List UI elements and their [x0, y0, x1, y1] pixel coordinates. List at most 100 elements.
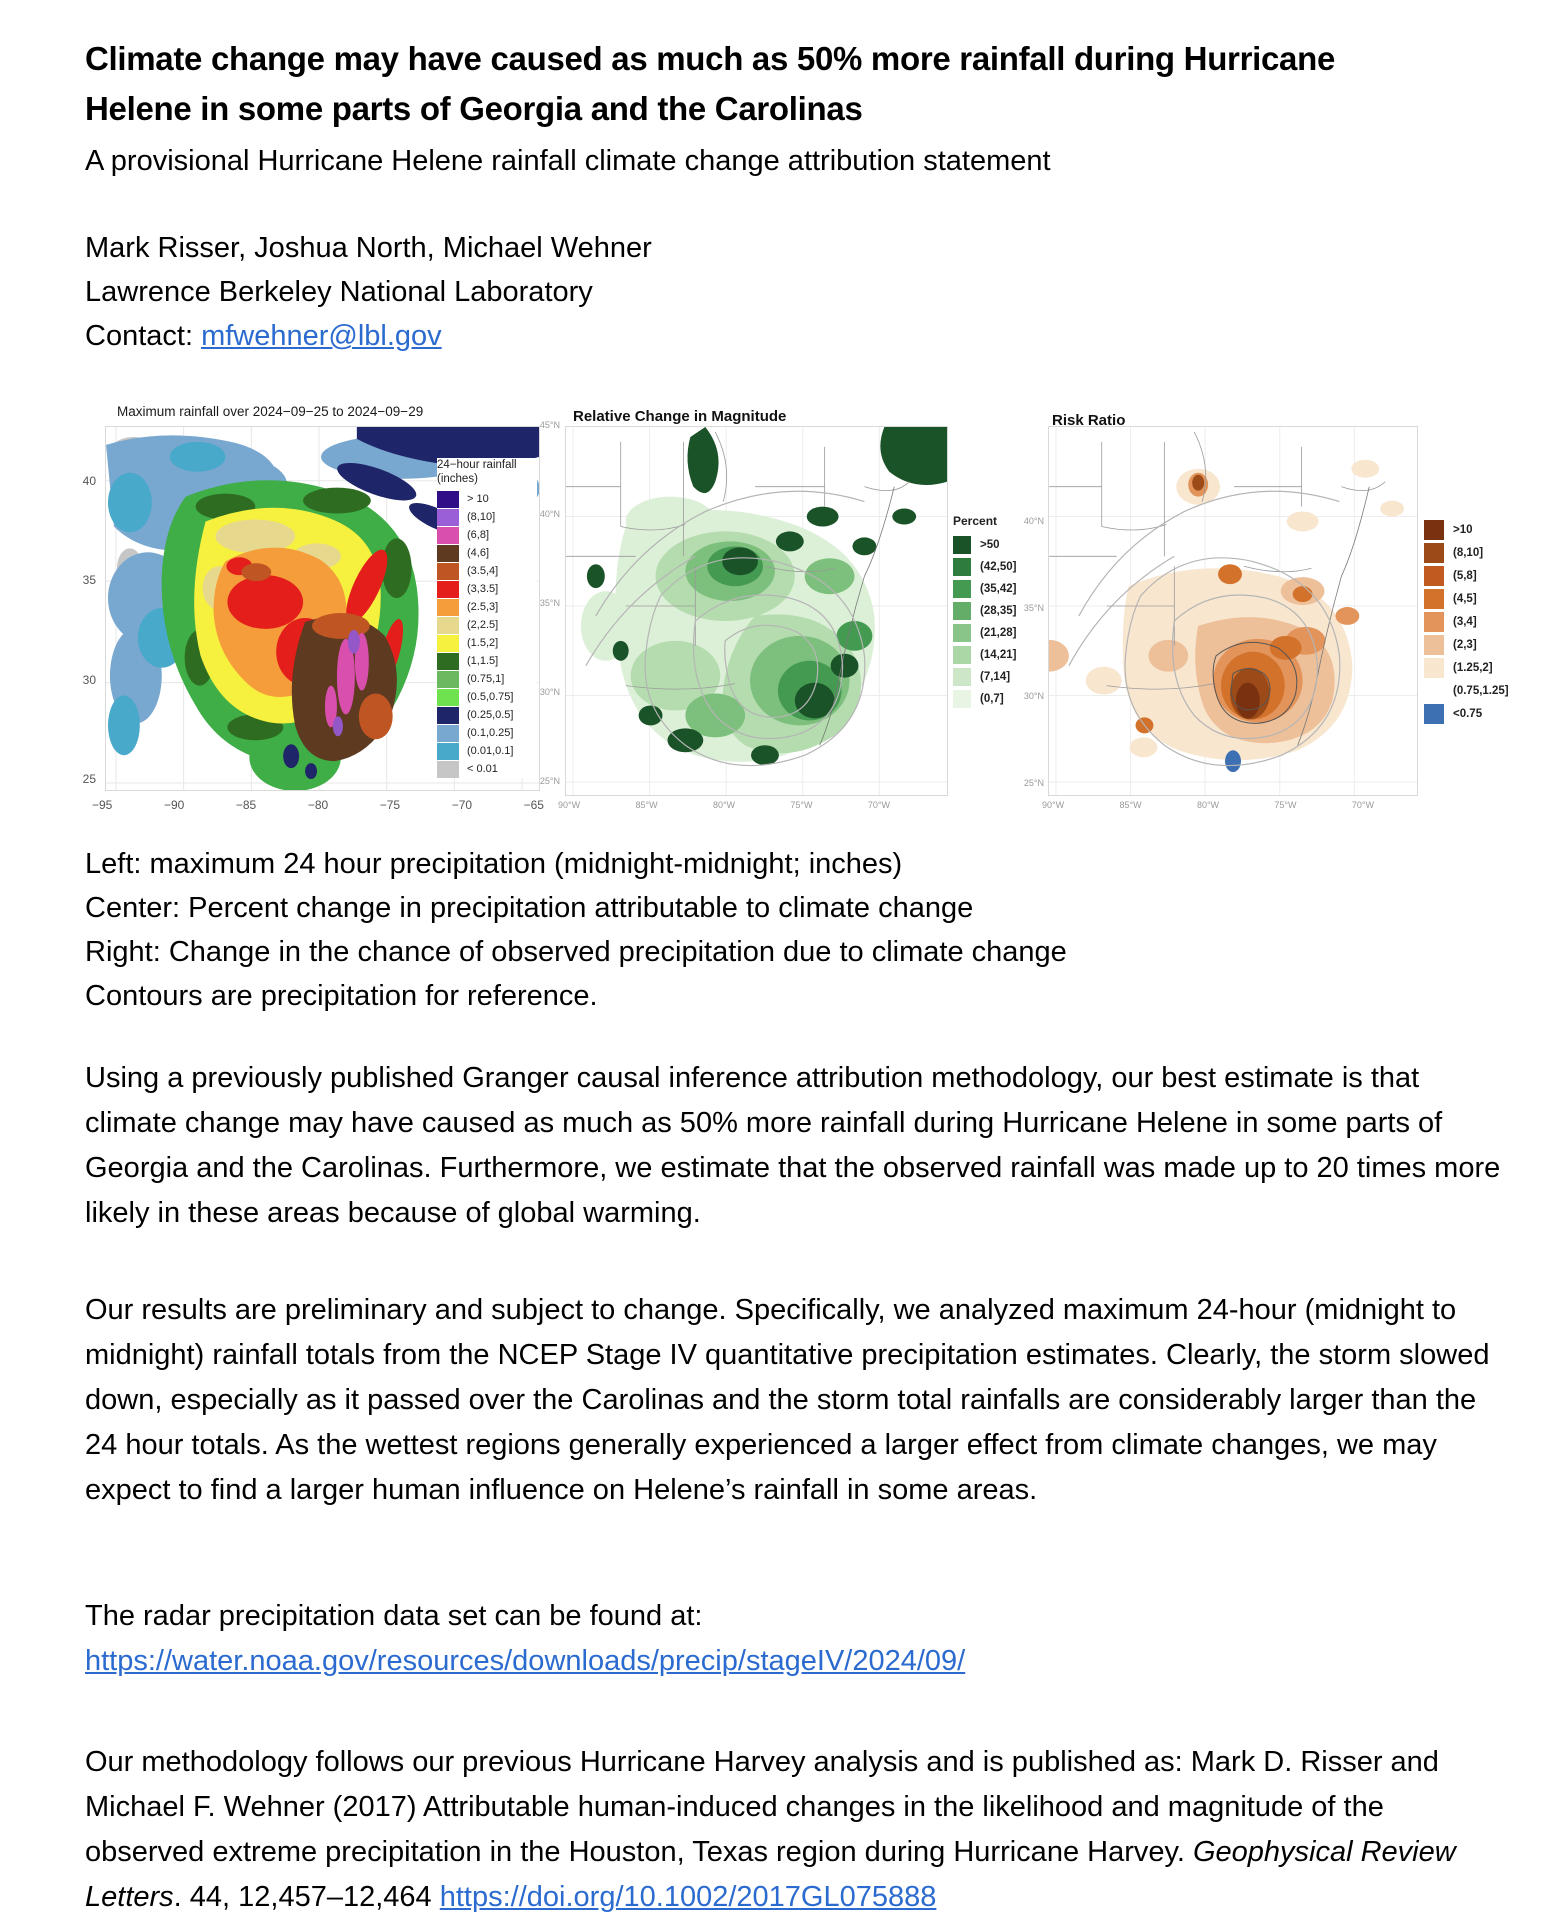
paragraph-findings: Using a previously published Granger cau…	[85, 1062, 1501, 1229]
legend-entry: (0,7]	[953, 688, 1043, 710]
legend-entry: >10	[1424, 518, 1534, 541]
paragraph-methods: Our results are preliminary and subject …	[85, 1294, 1490, 1506]
legend-swatch	[437, 544, 459, 562]
legend-entry: (28,35]	[953, 600, 1043, 622]
legend-entry: (5,8]	[1424, 564, 1534, 587]
legend-swatch	[437, 760, 459, 778]
legend-swatch	[437, 508, 459, 526]
risk-ratio-legend: >10 (8,10] (5,8] (4,5] (3,4] (2,3] (1.25,2] (0.…	[1424, 518, 1534, 725]
risk-ratio-map	[1048, 426, 1418, 796]
data-source-text: The radar precipitation data set can be …	[85, 1600, 703, 1632]
legend-swatch	[953, 602, 971, 620]
y-tick-label: 45°N	[539, 420, 560, 430]
x-tick-label: −65	[523, 798, 544, 812]
caption-line: Contours are precipitation for reference…	[85, 980, 598, 1012]
risk-ratio-legend-entries: >10 (8,10] (5,8] (4,5] (3,4] (2,3] (1.25,2] (0.…	[1424, 518, 1534, 725]
legend-entry: (3.5,4]	[437, 562, 537, 580]
rainfall-legend-entries: > 10 (8,10] (6,8] (4,6] (3.5,4] (3,3.5] (2.5,3…	[437, 490, 537, 778]
legend-swatch	[1424, 588, 1444, 609]
legend-swatch	[437, 688, 459, 706]
legend-swatch	[437, 580, 459, 598]
legend-label: (8,10]	[1453, 546, 1484, 559]
y-tick-label: 25°N	[1023, 777, 1044, 788]
legend-label: <0.75	[1453, 707, 1483, 720]
legend-label: (35,42]	[980, 583, 1017, 595]
x-tick-label: 75°W	[1274, 800, 1297, 810]
y-tick-label: 25	[82, 771, 96, 786]
legend-entry: (4,6]	[437, 544, 537, 562]
x-tick-label: 80°W	[712, 800, 736, 810]
legend-label: (1.5,2]	[467, 637, 499, 649]
legend-entry: (21,28]	[953, 622, 1043, 644]
legend-entry: (2.5,3]	[437, 598, 537, 616]
legend-swatch	[437, 652, 459, 670]
legend-swatch	[953, 580, 971, 598]
legend-label: >10	[1453, 523, 1473, 536]
legend-swatch	[1424, 657, 1444, 678]
relative-change-map	[565, 426, 948, 796]
legend-entry: (0.25,0.5]	[437, 706, 537, 724]
doi-link[interactable]: https://doi.org/10.1002/2017GL075888	[439, 1881, 937, 1913]
caption-line: Right: Change in the chance of observed …	[85, 936, 1067, 968]
legend-swatch	[953, 558, 971, 576]
affiliation: Lawrence Berkeley National Laboratory	[85, 276, 593, 308]
legend-swatch	[953, 536, 971, 554]
figure-row: Maximum rainfall over 2024−09−25 to 2024…	[0, 398, 1544, 834]
legend-entry: (0.75,1]	[437, 670, 537, 688]
y-tick-label: 35	[82, 573, 96, 588]
legend-label: (3.5,4]	[467, 565, 499, 577]
legend-swatch	[437, 742, 459, 760]
y-tick-label: 25°N	[539, 776, 560, 786]
legend-label: > 10	[467, 493, 489, 505]
legend-label: (14,21]	[980, 649, 1017, 661]
legend-swatch	[1424, 542, 1444, 563]
legend-entry: (1.5,2]	[437, 634, 537, 652]
legend-entry: <0.75	[1424, 702, 1534, 725]
risk-ratio-y-axis: 40°N 35°N 30°N 25°N	[1014, 516, 1044, 788]
contact-line: Contact: mfwehner@lbl.gov	[85, 316, 442, 356]
figure-caption: Left: maximum 24 hour precipitation (mid…	[85, 842, 1515, 1018]
rainfall-map-y-axis: 40 35 30 25	[62, 474, 96, 786]
noaa-data-link[interactable]: https://water.noaa.gov/resources/downloa…	[85, 1645, 966, 1677]
legend-entry: (0.1,0.25]	[437, 724, 537, 742]
legend-entry: (2,3]	[1424, 633, 1534, 656]
legend-entry: (3,4]	[1424, 610, 1534, 633]
legend-entry: (0.75,1.25]	[1424, 679, 1534, 702]
legend-swatch	[1424, 703, 1444, 724]
legend-label: (2,2.5]	[467, 619, 499, 631]
legend-entry: (35,42]	[953, 578, 1043, 600]
x-tick-label: 75°W	[790, 800, 813, 810]
legend-swatch	[437, 562, 459, 580]
legend-label: (2,3]	[1453, 638, 1477, 651]
relative-change-y-axis: 45°N 40°N 35°N 30°N 25°N	[530, 420, 560, 786]
legend-swatch	[953, 668, 971, 686]
x-tick-label: −80	[307, 798, 329, 812]
paragraph-data-source: The radar precipitation data set can be …	[85, 1594, 1507, 1684]
legend-label: (21,28]	[980, 627, 1017, 639]
relative-change-map-title: Relative Change in Magnitude	[573, 408, 787, 425]
legend-swatch	[437, 670, 459, 688]
citation-text-1: Our methodology follows our previous Hur…	[85, 1746, 1439, 1868]
x-tick-label: 80°W	[1196, 800, 1220, 810]
rainfall-map-x-axis: −95 −90 −85 −80 −75 −70 −65	[92, 798, 544, 812]
legend-swatch	[437, 724, 459, 742]
legend-label: (0.75,1]	[467, 673, 505, 685]
y-tick-label: 30	[82, 672, 96, 687]
legend-label: (4,5]	[1453, 592, 1477, 605]
legend-label: (8,10]	[467, 511, 496, 523]
legend-entry: (1.25,2]	[1424, 656, 1534, 679]
legend-entry: (4,5]	[1424, 587, 1534, 610]
legend-label: (0,7]	[980, 693, 1004, 705]
legend-swatch	[1424, 680, 1444, 701]
legend-label: (0.75,1.25]	[1453, 684, 1509, 697]
legend-label: (0.5,0.75]	[467, 691, 514, 703]
legend-label: < 0.01	[467, 763, 498, 775]
legend-swatch	[437, 706, 459, 724]
legend-label: (7,14]	[980, 671, 1011, 683]
legend-entry: > 10	[437, 490, 537, 508]
legend-label: (2.5,3]	[467, 601, 499, 613]
rainfall-map-title: Maximum rainfall over 2024−09−25 to 2024…	[117, 404, 424, 419]
x-tick-label: 90°W	[558, 800, 581, 810]
legend-swatch	[953, 646, 971, 664]
contact-email-link[interactable]: mfwehner@lbl.gov	[201, 320, 442, 352]
